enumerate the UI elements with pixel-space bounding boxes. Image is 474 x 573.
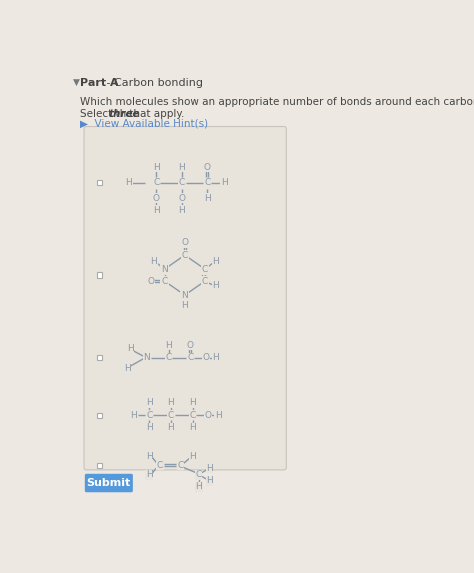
Text: O: O [178,194,185,203]
Text: O: O [187,341,194,350]
Text: H: H [126,178,132,187]
Bar [97,272,102,278]
Text: C: C [182,250,188,260]
Text: H: H [212,257,219,266]
Text: H: H [146,423,153,432]
Text: - Carbon bonding: - Carbon bonding [103,78,203,88]
Text: C: C [162,277,168,285]
Text: H: H [146,452,153,461]
Text: H: H [178,163,185,172]
Text: H: H [189,452,196,461]
Text: H: H [150,257,157,266]
Text: O: O [181,238,188,248]
FancyBboxPatch shape [85,474,133,492]
Text: H: H [178,206,185,215]
Text: O: O [153,194,160,203]
Text: H: H [124,364,131,373]
Text: H: H [153,206,159,215]
Text: C: C [202,277,208,285]
Text: H: H [189,423,196,432]
Text: C: C [165,353,172,362]
Text: C: C [177,461,183,470]
Text: three: three [109,109,140,119]
Text: C: C [153,178,159,187]
Text: N: N [182,291,188,300]
Text: H: H [195,482,202,492]
Text: that apply.: that apply. [126,109,184,119]
Bar [97,413,102,418]
Text: H: H [212,281,219,291]
Text: H: H [215,411,221,420]
Text: ▼: ▼ [73,78,80,87]
Text: C: C [187,353,193,362]
Bar [97,355,102,360]
Text: H: H [167,398,174,407]
Text: C: C [168,411,174,420]
Bar [97,180,102,186]
Text: H: H [146,470,153,479]
Text: Part A: Part A [80,78,119,88]
Bar [97,462,102,468]
Text: H: H [146,398,153,407]
Text: H: H [206,476,213,485]
Text: H: H [189,398,196,407]
FancyBboxPatch shape [84,127,286,470]
Text: Submit: Submit [87,478,131,488]
Text: H: H [182,301,188,311]
Text: H: H [221,178,228,187]
Text: N: N [161,265,168,274]
Text: Which molecules show an appropriate number of bonds around each carbon atom?: Which molecules show an appropriate numb… [80,97,474,107]
Text: C: C [190,411,196,420]
Text: H: H [153,163,159,172]
Text: H: H [167,423,174,432]
Text: H: H [212,353,219,362]
Text: O: O [202,353,209,362]
Text: C: C [157,461,163,470]
Text: C: C [146,411,152,420]
Text: O: O [204,163,211,172]
Text: ▶  View Available Hint(s): ▶ View Available Hint(s) [80,119,208,129]
Text: C: C [179,178,185,187]
Text: C: C [196,470,202,479]
Text: H: H [130,411,137,420]
Text: H: H [165,341,172,350]
Text: Select the: Select the [80,109,136,119]
Text: O: O [147,277,154,285]
Text: H: H [127,344,134,353]
Text: N: N [144,353,150,362]
Text: C: C [204,178,210,187]
Text: C: C [202,265,208,274]
Text: H: H [206,464,213,473]
Text: O: O [205,411,211,420]
Text: H: H [204,194,210,203]
